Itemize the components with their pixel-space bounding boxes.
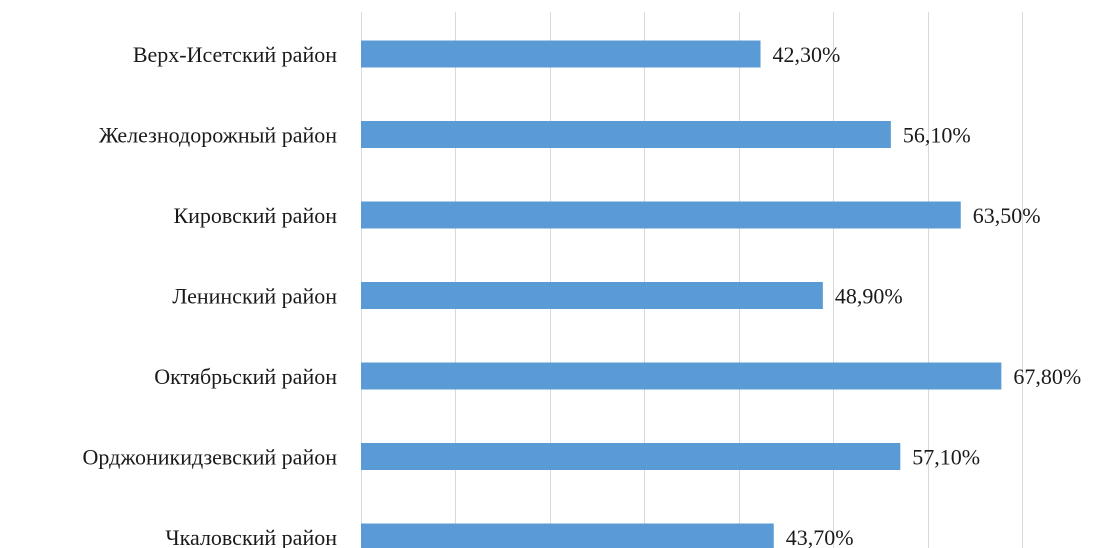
bar-1 (361, 121, 891, 148)
bar-5 (361, 443, 901, 470)
value-label-3: 48,90% (835, 284, 903, 309)
category-label-4: Октябрьский район (154, 364, 337, 389)
value-label-0: 42,30% (773, 42, 841, 67)
bar-0 (361, 40, 761, 68)
value-label-6: 43,70% (786, 525, 854, 548)
value-label-2: 63,50% (973, 203, 1041, 228)
category-label-0: Верх-Исетский район (133, 42, 337, 67)
value-label-5: 57,10% (912, 445, 980, 470)
value-labels: 42,30% 56,10% 63,50% 48,90% 67,80% 57,10% 43,7… (773, 42, 1082, 548)
bar-4 (361, 362, 1002, 390)
bar-2 (361, 201, 961, 229)
gridlines (361, 12, 1023, 548)
category-label-3: Ленинский район (172, 284, 337, 309)
category-label-6: Чкаловский район (165, 525, 337, 548)
category-label-5: Орджоникидзевский район (83, 445, 338, 470)
value-label-4: 67,80% (1013, 364, 1081, 389)
bar-3 (361, 282, 823, 309)
category-labels: Верх-Исетский район Железнодорожный район… (83, 42, 338, 548)
value-label-1: 56,10% (903, 123, 971, 148)
bars (361, 40, 1002, 548)
category-label-1: Железнодорожный район (99, 123, 337, 148)
category-label-2: Кировский район (173, 203, 337, 228)
bar-6 (361, 523, 774, 548)
